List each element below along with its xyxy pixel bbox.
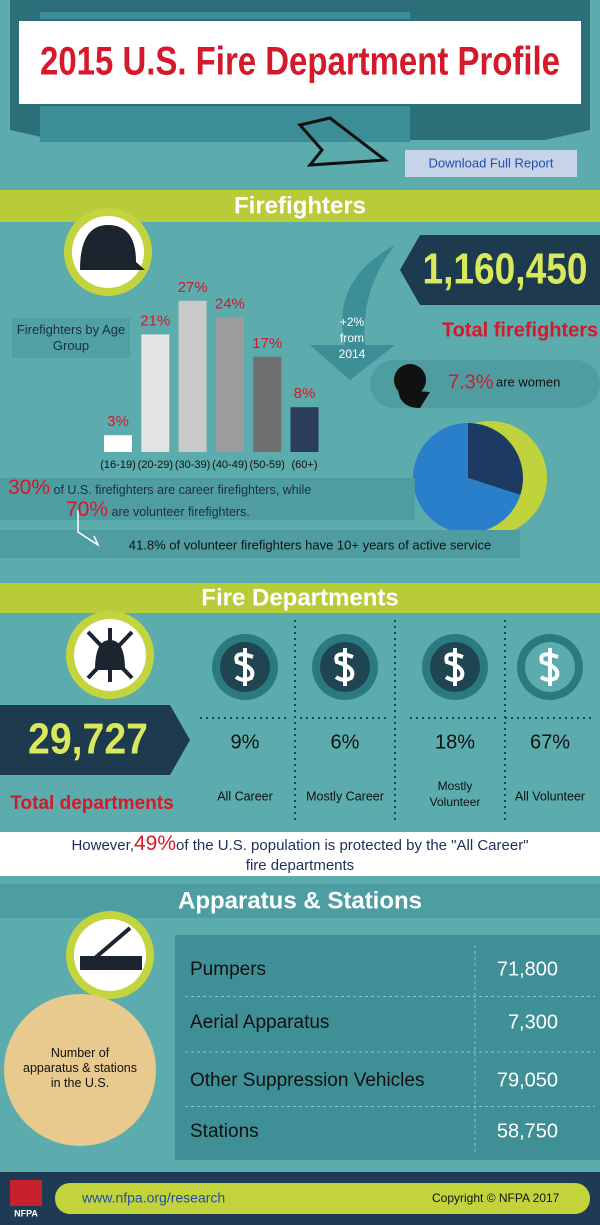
service-note: 41.8% of volunteer firefighters have 10+… (129, 537, 491, 552)
category-label: (50-59) (249, 459, 284, 471)
circle-text: Number of apparatus & stations in the U.… (23, 1046, 137, 1090)
bar (290, 407, 319, 452)
department-label: Mostly Volunteer (430, 779, 481, 809)
money-icon (334, 648, 355, 686)
career-text: 30% of U.S. firefighters are career fire… (8, 476, 408, 522)
money-icon (444, 648, 465, 686)
copyright: Copyright © NFPA 2017 (432, 1191, 560, 1205)
money-icon (539, 648, 560, 686)
row-label: Aerial Apparatus (190, 1012, 329, 1033)
category-label: (40-49) (212, 459, 247, 471)
category-label: (16-19) (100, 459, 135, 471)
bar-label: 27% (178, 279, 208, 296)
section-heading: Firefighters (234, 192, 366, 219)
department-pct: 18% (435, 731, 475, 753)
department-columns: 9% All Career 6% Mostly Career 18% Mostly Volu… (200, 620, 595, 820)
pointer-icon (297, 116, 390, 167)
note-prefix: However, (71, 837, 134, 854)
row-value: 7,300 (508, 1011, 558, 1033)
chart-label-box (12, 318, 130, 358)
note-arrow (77, 510, 100, 547)
section-banner (0, 583, 600, 613)
women-value: 7.3% (448, 371, 494, 393)
category-label: (60+) (292, 459, 318, 471)
row-label: Pumpers (190, 959, 266, 980)
title-box (17, 19, 583, 106)
helmet-icon (80, 225, 145, 270)
note-band (0, 832, 600, 876)
title: 2015 U.S. Fire Department Profile (40, 40, 560, 84)
total-label: Total firefighters (442, 319, 598, 341)
row-value: 58,750 (497, 1120, 558, 1142)
department-label: Mostly Career (306, 789, 384, 803)
change-text: from (340, 331, 364, 345)
total-label: Total departments (10, 793, 173, 814)
download-button[interactable] (405, 150, 577, 177)
change-text: 2014 (339, 347, 366, 361)
pie-slice (412, 423, 521, 533)
chart-title: Firefighters by Age Group (16, 322, 126, 353)
bar-label: 21% (140, 312, 170, 329)
women-text: are women (496, 374, 560, 389)
row-label: Other Suppression Vehicles (190, 1070, 424, 1091)
category-label: (30-39) (175, 459, 210, 471)
department-pct: 9% (231, 731, 260, 753)
row-label: Stations (190, 1121, 259, 1142)
age-chart: 3% (16-19) 21% (20-29) 27% (30-39) 24% (40-49) 1… (100, 279, 319, 471)
note-pct: 49% (133, 832, 177, 855)
service-band (0, 530, 520, 558)
footer-url[interactable]: www.nfpa.org/research (81, 1190, 225, 1206)
section-heading: Fire Departments (201, 584, 398, 611)
bar (215, 317, 244, 452)
bar (141, 334, 170, 452)
department-label: All Career (217, 789, 273, 803)
total-box (0, 705, 190, 775)
row-value: 79,050 (497, 1069, 558, 1091)
total-value: 1,160,450 (423, 245, 588, 294)
table-panel (175, 935, 600, 1160)
pie-slice (468, 422, 523, 495)
icon-circle (74, 919, 146, 991)
change-text: +2% (340, 315, 365, 329)
money-icon (234, 648, 255, 686)
bar (178, 300, 207, 452)
career-pct: 30% (8, 476, 51, 499)
total-value: 29,727 (28, 715, 148, 764)
apparatus-table: Pumpers 71,800 Aerial Apparatus 7,300 Other … (185, 958, 595, 1142)
logo-mark (10, 1180, 42, 1206)
footer-pill (55, 1183, 590, 1214)
category-label: (20-29) (138, 459, 173, 471)
career-band (0, 478, 415, 520)
bar-label: 24% (215, 296, 245, 313)
bar-label: 17% (252, 335, 282, 352)
bar (253, 356, 282, 452)
row-value: 71,800 (497, 958, 558, 980)
woman-icon (394, 364, 426, 396)
career-text: of U.S. firefighters are career firefigh… (53, 483, 312, 497)
department-pct: 67% (530, 731, 570, 753)
bar-label: 3% (107, 413, 129, 430)
woman-icon (398, 390, 430, 408)
volunteer-text: are volunteer firefighters. (111, 505, 250, 519)
truck-icon (80, 926, 142, 970)
department-label: All Volunteer (515, 789, 585, 803)
helmet-icon (95, 640, 125, 670)
department-note: However,49%of the U.S. population is pro… (60, 832, 540, 876)
department-pct: 6% (331, 731, 360, 753)
growth-arrow (310, 245, 395, 380)
download-label[interactable]: Download Full Report (428, 155, 553, 170)
total-box (400, 235, 600, 305)
volunteer-pct: 70% (66, 498, 109, 521)
logo-text: NFPA (14, 1208, 38, 1218)
info-circle (4, 994, 156, 1146)
bar (104, 435, 132, 452)
note-suffix: of the U.S. population is protected by t… (176, 837, 529, 874)
pie-chart (412, 422, 523, 533)
bar-label: 8% (294, 385, 316, 402)
section-heading: Apparatus & Stations (178, 887, 422, 914)
